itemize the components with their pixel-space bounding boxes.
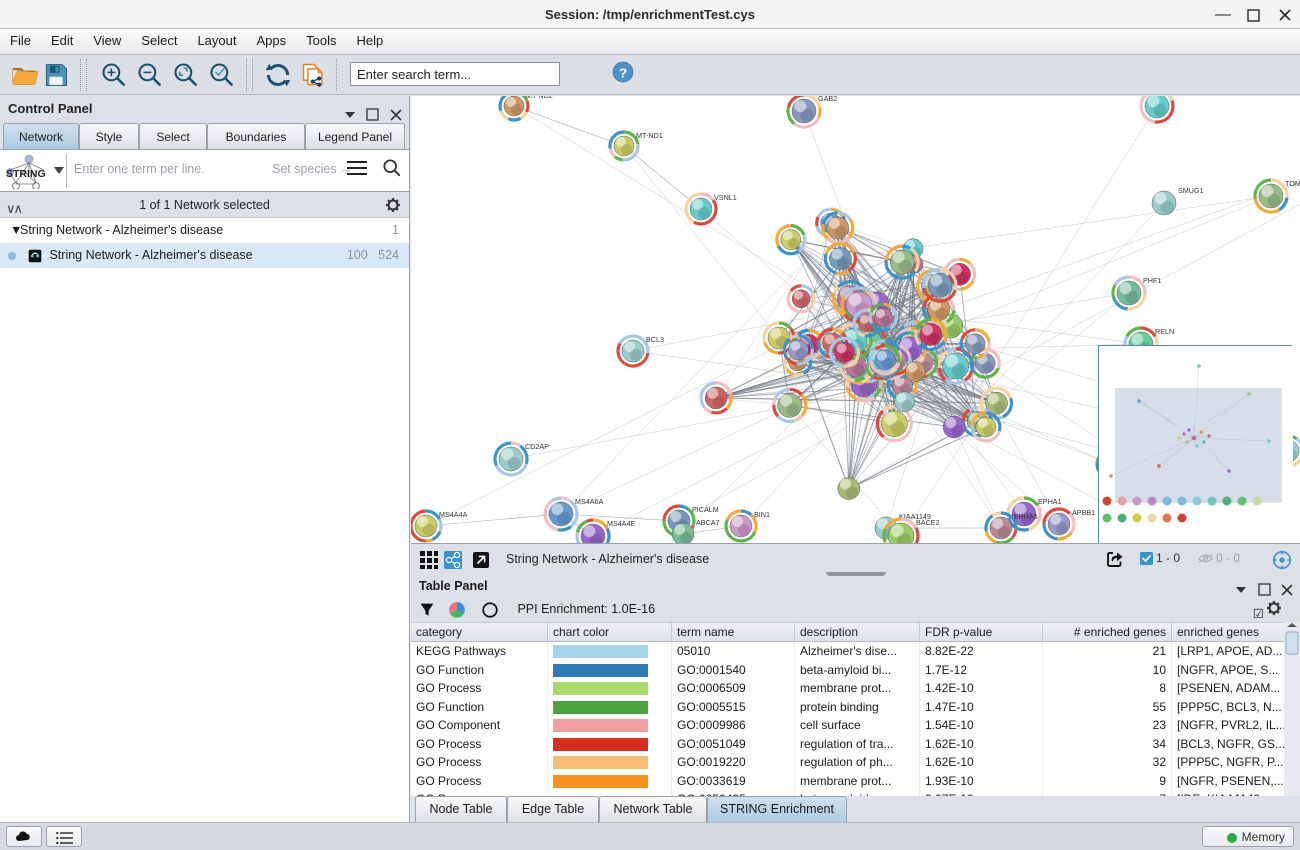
svg-text:BACE2: BACE2 xyxy=(916,518,940,527)
svg-text:PICALM: PICALM xyxy=(692,505,719,514)
svg-text:EPHA5: EPHA5 xyxy=(1014,512,1038,521)
svg-text:BIN1: BIN1 xyxy=(754,510,770,519)
svg-text:—: — xyxy=(1215,6,1231,23)
svg-text:CD2AP: CD2AP xyxy=(525,442,549,451)
svg-text:MS4A4A: MS4A4A xyxy=(439,510,468,519)
svg-text:APBB1: APBB1 xyxy=(1072,508,1095,517)
svg-text:VSNL1: VSNL1 xyxy=(714,193,737,202)
svg-text:EPHA1: EPHA1 xyxy=(1038,497,1062,506)
svg-text:BCL3: BCL3 xyxy=(646,335,664,344)
svg-text:TOMM40: TOMM40 xyxy=(1285,179,1300,188)
svg-text:SMUG1: SMUG1 xyxy=(1178,186,1204,195)
svg-text:MT-ND2: MT-ND2 xyxy=(526,96,553,100)
svg-text:MS4A6A: MS4A6A xyxy=(575,497,604,506)
svg-text:PHF1: PHF1 xyxy=(1143,276,1161,285)
svg-text:MS4A4E: MS4A4E xyxy=(607,519,636,528)
svg-text:?: ? xyxy=(619,66,627,81)
svg-text:ABCA7: ABCA7 xyxy=(696,518,720,527)
svg-text:ADAMTS2: ADAMTS2 xyxy=(1171,96,1205,98)
svg-text:RELN: RELN xyxy=(1155,327,1174,336)
svg-text:STRING: STRING xyxy=(6,168,46,180)
svg-text:GAB2: GAB2 xyxy=(818,96,837,103)
svg-text:MT-ND1: MT-ND1 xyxy=(636,131,663,140)
